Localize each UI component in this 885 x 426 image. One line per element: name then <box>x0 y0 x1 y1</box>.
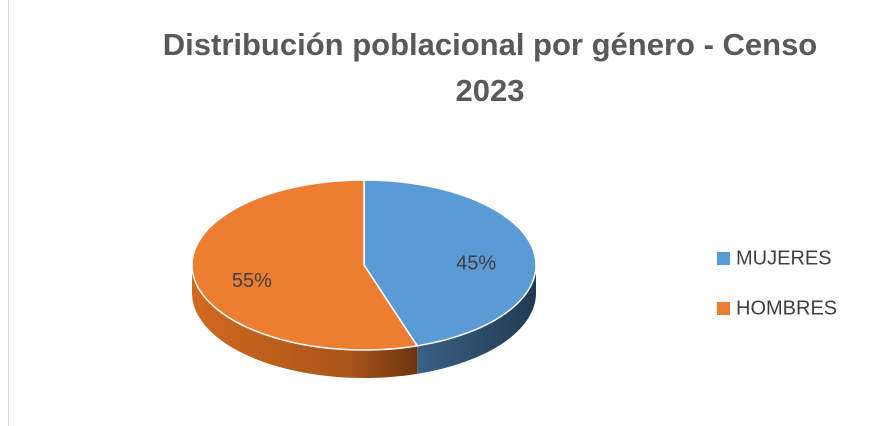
data-label: 45% <box>456 253 496 275</box>
legend-swatch <box>717 252 730 265</box>
data-label: 55% <box>232 270 272 292</box>
legend-label: HOMBRES <box>736 297 837 319</box>
slice <box>191 179 419 351</box>
legend-label: MUJERES <box>736 247 832 269</box>
chart-title: Distribución poblacional por género - Ce… <box>162 27 818 108</box>
slice-side <box>417 265 536 374</box>
legend-swatch <box>717 302 730 315</box>
slice-side <box>192 265 418 378</box>
slice <box>363 179 537 347</box>
